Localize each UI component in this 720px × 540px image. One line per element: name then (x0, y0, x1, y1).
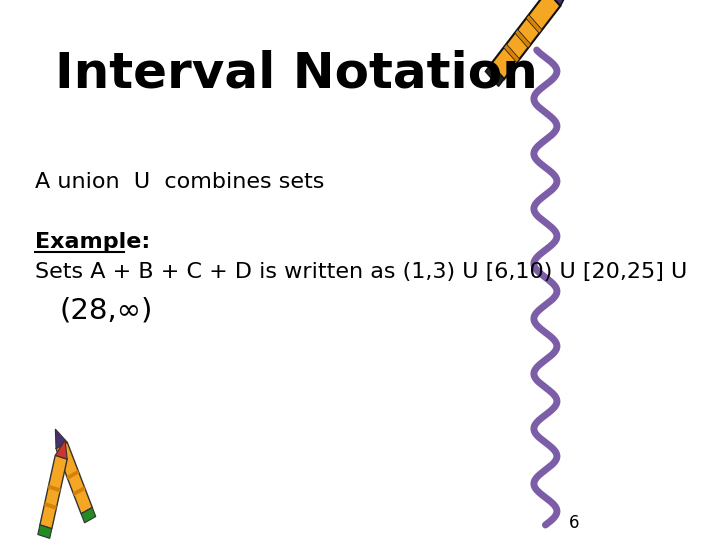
Polygon shape (73, 486, 86, 496)
Text: (28,∞): (28,∞) (59, 296, 153, 324)
Polygon shape (37, 525, 52, 538)
Polygon shape (55, 440, 67, 459)
Polygon shape (44, 502, 57, 510)
Polygon shape (40, 455, 67, 529)
Polygon shape (56, 442, 92, 514)
Polygon shape (526, 15, 542, 33)
Text: 6: 6 (569, 514, 579, 532)
Text: Example:: Example: (35, 232, 150, 252)
Polygon shape (547, 0, 573, 6)
Text: A union  U  combines sets: A union U combines sets (35, 172, 324, 192)
Polygon shape (81, 508, 96, 523)
Polygon shape (66, 470, 79, 480)
Polygon shape (503, 44, 520, 63)
Polygon shape (48, 484, 60, 492)
Text: Interval Notation: Interval Notation (55, 50, 538, 98)
Text: Sets A + B + C + D is written as (1,3) U [6,10) U [20,25] U: Sets A + B + C + D is written as (1,3) U… (35, 262, 687, 282)
Polygon shape (491, 0, 560, 79)
Polygon shape (485, 64, 504, 86)
Polygon shape (515, 29, 531, 48)
Polygon shape (55, 429, 67, 449)
